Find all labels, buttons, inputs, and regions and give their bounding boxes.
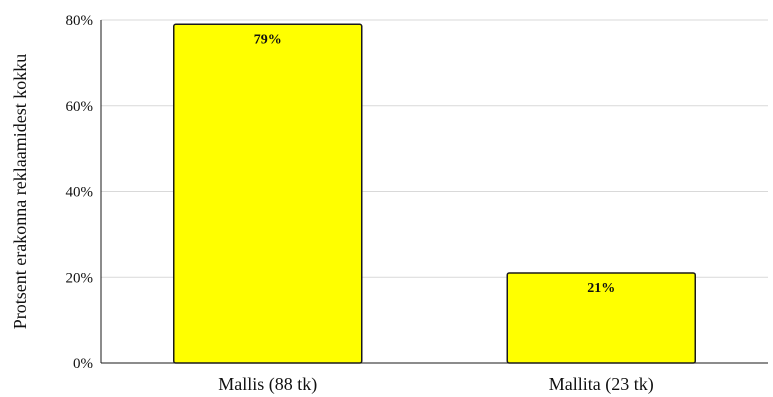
y-tick-label: 40% bbox=[66, 185, 94, 201]
bar-data-label: 79% bbox=[254, 32, 282, 47]
x-category-label: Mallita (23 tk) bbox=[549, 374, 654, 395]
bar bbox=[173, 23, 363, 364]
bars bbox=[173, 23, 696, 364]
y-tick-label: 60% bbox=[66, 99, 94, 115]
y-tick-label: 80% bbox=[66, 13, 94, 29]
y-tick-label: 0% bbox=[73, 356, 93, 372]
x-category-label: Mallis (88 tk) bbox=[218, 374, 317, 395]
bar-data-label: 21% bbox=[587, 281, 615, 296]
y-axis-title: Protsent erakonna reklaamidest kokku bbox=[10, 54, 30, 329]
axes bbox=[100, 20, 768, 364]
y-tick-label: 20% bbox=[66, 270, 94, 286]
labels: 0% 20% 40% 60% 80% 79% Mallis (88 tk) 21% Mallit… bbox=[10, 13, 654, 395]
